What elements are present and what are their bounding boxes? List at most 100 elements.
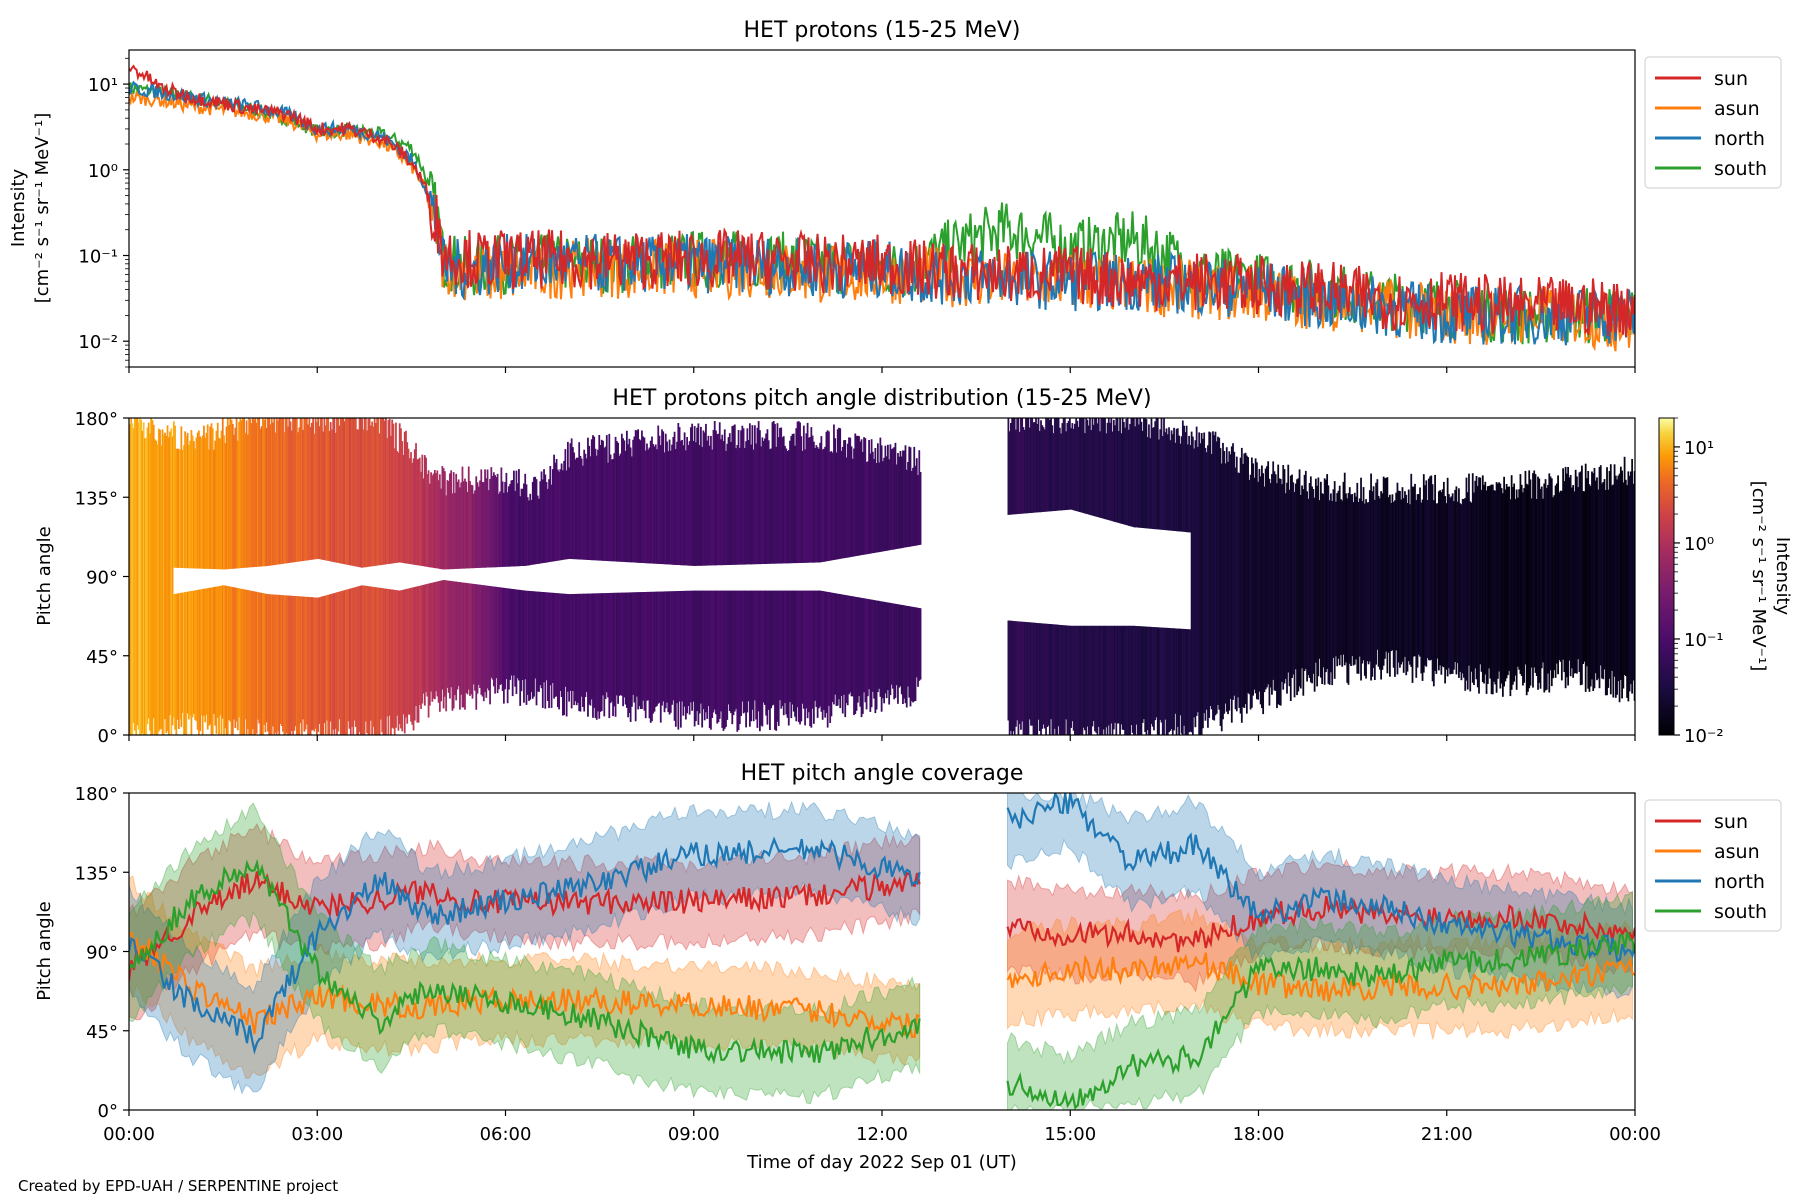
heatmap-column bbox=[1102, 625, 1105, 730]
heatmap-column bbox=[285, 418, 288, 564]
heatmap-column bbox=[722, 590, 725, 731]
heatmap-column bbox=[764, 438, 766, 564]
heatmap-column bbox=[883, 601, 886, 704]
heatmap-column bbox=[392, 423, 395, 564]
heatmap-column bbox=[815, 590, 818, 707]
heatmap-column bbox=[259, 428, 262, 567]
heatmap-column bbox=[1092, 424, 1095, 516]
heatmap-column bbox=[417, 458, 420, 566]
heatmap-column bbox=[642, 592, 645, 701]
heatmap-column bbox=[1101, 625, 1104, 735]
legend-label-asun: asun bbox=[1714, 98, 1760, 120]
heatmap-column bbox=[1478, 477, 1480, 694]
heatmap-column bbox=[415, 586, 417, 706]
heatmap-column bbox=[859, 441, 862, 556]
heatmap-column bbox=[592, 435, 594, 561]
heatmap-column bbox=[215, 586, 218, 734]
heatmap-column bbox=[708, 590, 711, 729]
heatmap-column bbox=[1067, 625, 1070, 735]
heatmap-column bbox=[1174, 442, 1177, 531]
heatmap-column bbox=[671, 444, 673, 565]
heatmap-column bbox=[1227, 461, 1229, 715]
heatmap-column bbox=[1434, 474, 1436, 671]
heatmap-column bbox=[226, 418, 229, 570]
heatmap-column bbox=[160, 445, 163, 729]
heatmap-column bbox=[1330, 493, 1332, 673]
heatmap-column bbox=[262, 593, 264, 735]
heatmap-column bbox=[293, 418, 296, 563]
panel3-series-north bbox=[1006, 793, 1635, 963]
heatmap-column bbox=[1377, 495, 1380, 667]
heatmap-column bbox=[583, 593, 586, 712]
heatmap-column bbox=[201, 589, 204, 735]
heatmap-column bbox=[485, 478, 488, 568]
heatmap-column bbox=[1025, 418, 1027, 514]
heatmap-column bbox=[666, 441, 668, 565]
heatmap-column bbox=[436, 581, 439, 697]
heatmap-column bbox=[1169, 440, 1172, 531]
heatmap-column bbox=[885, 602, 888, 699]
heatmap-column bbox=[1048, 624, 1051, 735]
x-tick-label: 18:00 bbox=[1233, 1124, 1285, 1145]
heatmap-column bbox=[915, 607, 918, 678]
heatmap-column bbox=[1612, 484, 1615, 698]
heatmap-column bbox=[725, 450, 727, 566]
heatmap-column bbox=[1631, 459, 1634, 694]
heatmap-column bbox=[396, 451, 399, 563]
heatmap-column bbox=[679, 440, 682, 566]
heatmap-column bbox=[233, 434, 235, 569]
heatmap-column bbox=[152, 424, 155, 719]
heatmap-column bbox=[1116, 625, 1119, 724]
heatmap-column bbox=[1548, 473, 1551, 693]
heatmap-column bbox=[418, 457, 421, 566]
heatmap-column bbox=[781, 590, 784, 707]
heatmap-column bbox=[794, 445, 796, 564]
heatmap-column bbox=[234, 587, 237, 728]
heatmap-column bbox=[259, 592, 262, 735]
panel2-y-tick-label: 180° bbox=[75, 409, 118, 430]
heatmap-column bbox=[600, 593, 603, 711]
heatmap-column bbox=[1122, 421, 1125, 525]
heatmap-column bbox=[1022, 621, 1025, 735]
panel1-ylabel-line1: Intensity bbox=[8, 168, 29, 247]
heatmap-column bbox=[515, 470, 518, 567]
heatmap-column bbox=[506, 492, 509, 567]
heatmap-column bbox=[632, 592, 635, 695]
heatmap-column bbox=[279, 418, 282, 565]
heatmap-column bbox=[435, 581, 437, 692]
heatmap-column bbox=[535, 591, 538, 706]
heatmap-column bbox=[1345, 493, 1347, 663]
heatmap-column bbox=[1205, 452, 1208, 710]
heatmap-column bbox=[1234, 467, 1237, 710]
heatmap-column bbox=[662, 431, 665, 565]
heatmap-column bbox=[873, 459, 875, 553]
heatmap-column bbox=[1372, 486, 1375, 668]
heatmap-column bbox=[235, 587, 238, 722]
heatmap-column bbox=[565, 593, 568, 717]
heatmap-column bbox=[462, 582, 465, 708]
heatmap-column bbox=[505, 472, 508, 567]
heatmap-column bbox=[1149, 626, 1152, 735]
heatmap-column bbox=[423, 455, 426, 567]
heatmap-column bbox=[1528, 470, 1531, 689]
heatmap-column bbox=[292, 595, 294, 735]
heatmap-column bbox=[1031, 418, 1034, 513]
heatmap-column bbox=[249, 419, 252, 568]
heatmap-column bbox=[541, 592, 544, 708]
heatmap-column bbox=[447, 481, 450, 570]
heatmap-column bbox=[189, 440, 192, 569]
heatmap-column bbox=[1445, 503, 1448, 670]
heatmap-column bbox=[1160, 418, 1163, 530]
heatmap-column bbox=[1222, 442, 1224, 720]
heatmap-column bbox=[1468, 473, 1470, 666]
heatmap-column bbox=[348, 418, 351, 566]
heatmap-column bbox=[1376, 479, 1379, 650]
heatmap-column bbox=[480, 584, 483, 695]
heatmap-column bbox=[491, 586, 494, 680]
heatmap-column bbox=[176, 448, 179, 568]
heatmap-column bbox=[1363, 503, 1366, 676]
heatmap-column bbox=[502, 587, 505, 704]
heatmap-column bbox=[1458, 488, 1460, 678]
legend-label-south: south bbox=[1714, 901, 1767, 923]
heatmap-column bbox=[740, 590, 742, 716]
